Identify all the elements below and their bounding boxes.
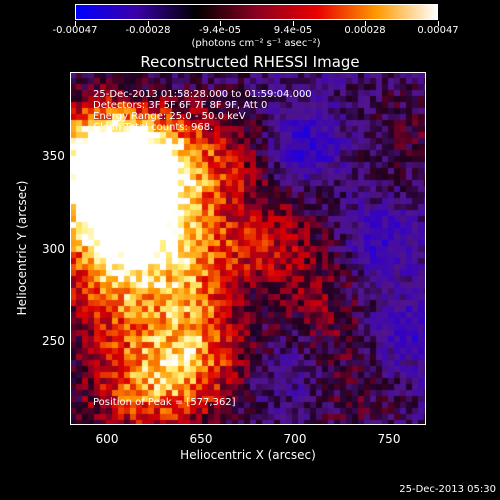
colorbar-tick <box>438 21 439 26</box>
colorbar-tick <box>75 21 76 26</box>
plot-frame <box>70 72 426 425</box>
colorbar-tick <box>148 21 149 26</box>
colorbar-unit-label: (photons cm⁻² s⁻¹ asec⁻²) <box>191 38 321 49</box>
x-tick-label: 600 <box>95 432 119 446</box>
x-tick-label: 650 <box>189 432 213 446</box>
footer-timestamp: 25-Dec-2013 05:30 <box>399 484 496 495</box>
x-tick-label: 750 <box>377 432 401 446</box>
heatmap-image <box>70 72 426 425</box>
colorbar-tick-label: -0.00047 <box>52 25 98 36</box>
colorbar <box>75 4 438 20</box>
chart-title: Reconstructed RHESSI Image <box>140 53 360 71</box>
colorbar-tick <box>293 21 294 26</box>
colorbar-tick-label: 0.00047 <box>417 25 459 36</box>
peak-position-label: Position of Peak = [577,362] <box>93 397 236 408</box>
colorbar-tick-label: -9.4e-05 <box>199 25 241 36</box>
colorbar-tick-label: 0.00028 <box>344 25 386 36</box>
x-axis-label: Heliocentric X (arcsec) <box>180 448 316 462</box>
colorbar-tick-label: 9.4e-05 <box>273 25 313 36</box>
y-tick-label: 250 <box>42 334 65 348</box>
x-tick-label: 700 <box>283 432 307 446</box>
annotation-energy-range: Energy Range: 25.0 - 50.0 keV <box>93 111 246 122</box>
y-tick-label: 300 <box>42 242 65 256</box>
y-tick-label: 350 <box>42 149 65 163</box>
colorbar-tick-label: -0.00028 <box>125 25 171 36</box>
annotation-detectors: Detectors: 3F 5F 6F 7F 8F 9F, Att 0 <box>93 100 268 111</box>
plot-area <box>70 72 426 425</box>
colorbar-tick <box>365 21 366 26</box>
y-axis-label: Heliocentric Y (arcsec) <box>15 180 29 316</box>
annotation-clean-counts: Clean Total counts: 968. <box>93 122 214 133</box>
colorbar-tick <box>220 21 221 26</box>
annotation-time-range: 25-Dec-2013 01:58:28.000 to 01:59:04.000 <box>93 89 312 100</box>
